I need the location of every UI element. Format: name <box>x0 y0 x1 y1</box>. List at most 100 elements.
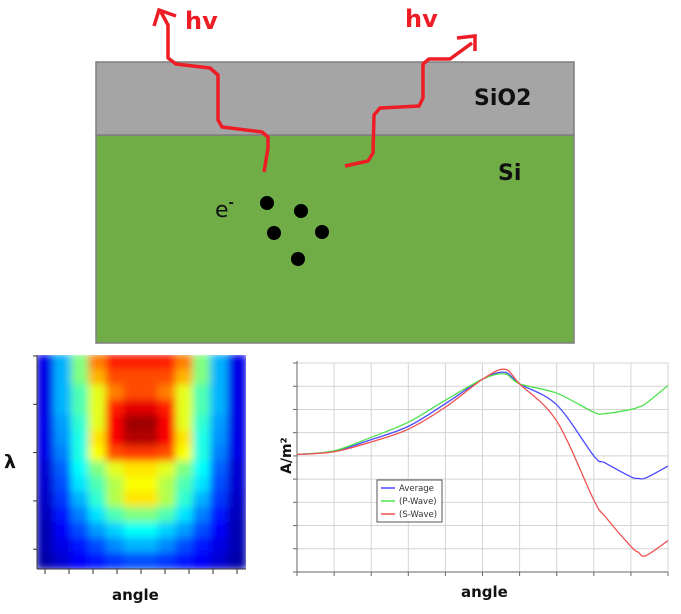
heatmap-cell <box>175 399 195 418</box>
device-schematic: SiO2 Si hv hv e- <box>95 5 575 344</box>
heatmap-cell <box>157 399 178 418</box>
heatmap-cell <box>175 552 195 569</box>
heatmap-cell <box>157 369 178 387</box>
heatmap-cell <box>192 552 213 569</box>
heatmap-cell <box>175 369 195 387</box>
heatmap-cell <box>210 399 230 418</box>
heatmap-xlabel: angle <box>112 586 159 604</box>
heatmap-cell <box>175 384 195 402</box>
heatmap-cell <box>157 476 178 494</box>
heatmap-cell <box>227 537 246 555</box>
heatmap-cell <box>123 399 143 418</box>
oxide-layer <box>95 61 575 136</box>
heatmap-cell <box>175 415 195 433</box>
heatmap-cell <box>37 384 56 402</box>
heatmap-cell <box>140 461 160 479</box>
heatmap-cell <box>53 430 73 448</box>
heatmap-cell <box>140 369 160 387</box>
heatmap-cell <box>70 537 91 555</box>
heatmap-cell <box>210 506 230 525</box>
heatmap-cell <box>157 461 178 479</box>
heatmap-cell <box>192 430 213 448</box>
heatmap-cell <box>175 445 195 463</box>
legend-label: (P-Wave) <box>399 497 437 507</box>
heatmap-cell <box>37 355 56 372</box>
electron-label: e- <box>215 196 234 223</box>
heatmap-cell <box>37 399 56 418</box>
heatmap-cell <box>157 552 178 569</box>
heatmap-cell <box>105 430 126 448</box>
heatmap-cell <box>105 537 126 555</box>
heatmap-cell <box>192 369 213 387</box>
heatmap-ylabel: λ <box>4 451 16 473</box>
heatmap-cell <box>123 537 143 555</box>
heatmap-cell <box>192 461 213 479</box>
heatmap-cell <box>88 384 108 402</box>
heatmap-cell <box>88 506 108 525</box>
heatmap-cell <box>140 491 160 509</box>
heatmap-cell <box>227 461 246 479</box>
oxide-label: SiO2 <box>474 86 531 111</box>
heatmap-cell <box>53 369 73 387</box>
heatmap-cell <box>210 522 230 540</box>
heatmap-cell <box>53 461 73 479</box>
heatmap-cell <box>157 415 178 433</box>
heatmap-cell <box>37 445 56 463</box>
heatmap-cell <box>227 415 246 433</box>
line-chart: A/m² angle Average (P-Wave) (S-Wave) <box>279 361 669 601</box>
heatmap-cell <box>37 369 56 387</box>
heatmap-cell <box>140 552 160 569</box>
heatmap-cell <box>37 415 56 433</box>
heatmap-cell <box>53 384 73 402</box>
heatmap-cell <box>70 384 91 402</box>
heatmap-cell <box>70 355 91 372</box>
legend: Average (P-Wave) (S-Wave) <box>376 479 443 523</box>
heatmap-cell <box>88 445 108 463</box>
heatmap-cell <box>192 522 213 540</box>
line-chart-ylabel: A/m² <box>279 437 295 474</box>
heatmap-cell <box>175 537 195 555</box>
photon-path-left <box>159 11 270 173</box>
heatmap-cell <box>123 476 143 494</box>
heatmap-cell <box>227 491 246 509</box>
heatmap-cell <box>105 415 126 433</box>
heatmap-cell <box>88 461 108 479</box>
heatmap-cell <box>140 506 160 525</box>
heatmap-cell <box>70 506 91 525</box>
heatmap-cell <box>105 461 126 479</box>
heatmap-cell <box>175 506 195 525</box>
heatmap-cell <box>88 355 108 372</box>
heatmap-cell <box>140 537 160 555</box>
heatmap-cell <box>53 552 73 569</box>
electron-dot <box>294 204 308 218</box>
heatmap-cell <box>175 491 195 509</box>
legend-label: (S-Wave) <box>399 510 437 520</box>
heatmap-cell <box>70 399 91 418</box>
heatmap-cell <box>210 384 230 402</box>
heatmap-cell <box>123 355 143 372</box>
heatmap-cell <box>210 476 230 494</box>
heatmap-cell <box>88 399 108 418</box>
heatmap-cell <box>37 461 56 479</box>
heatmap-cell <box>157 522 178 540</box>
heatmap-cell <box>105 476 126 494</box>
heatmap-cell <box>210 552 230 569</box>
heatmap-cell <box>227 369 246 387</box>
photon-path-right <box>344 41 474 168</box>
heatmap-cell <box>70 461 91 479</box>
heatmap-cell <box>192 355 213 372</box>
heatmap-cell <box>123 445 143 463</box>
heatmap-cell <box>123 384 143 402</box>
heatmap-cell <box>210 415 230 433</box>
heatmap-cell <box>140 415 160 433</box>
heatmap-cell <box>53 399 73 418</box>
heatmap-cell <box>53 506 73 525</box>
heatmap-cell <box>140 399 160 418</box>
heatmap-cell <box>105 552 126 569</box>
heatmap-cell <box>53 537 73 555</box>
heatmap-cell <box>105 399 126 418</box>
heatmap-cell <box>227 476 246 494</box>
heatmap-cell <box>53 445 73 463</box>
heatmap-cell <box>70 476 91 494</box>
